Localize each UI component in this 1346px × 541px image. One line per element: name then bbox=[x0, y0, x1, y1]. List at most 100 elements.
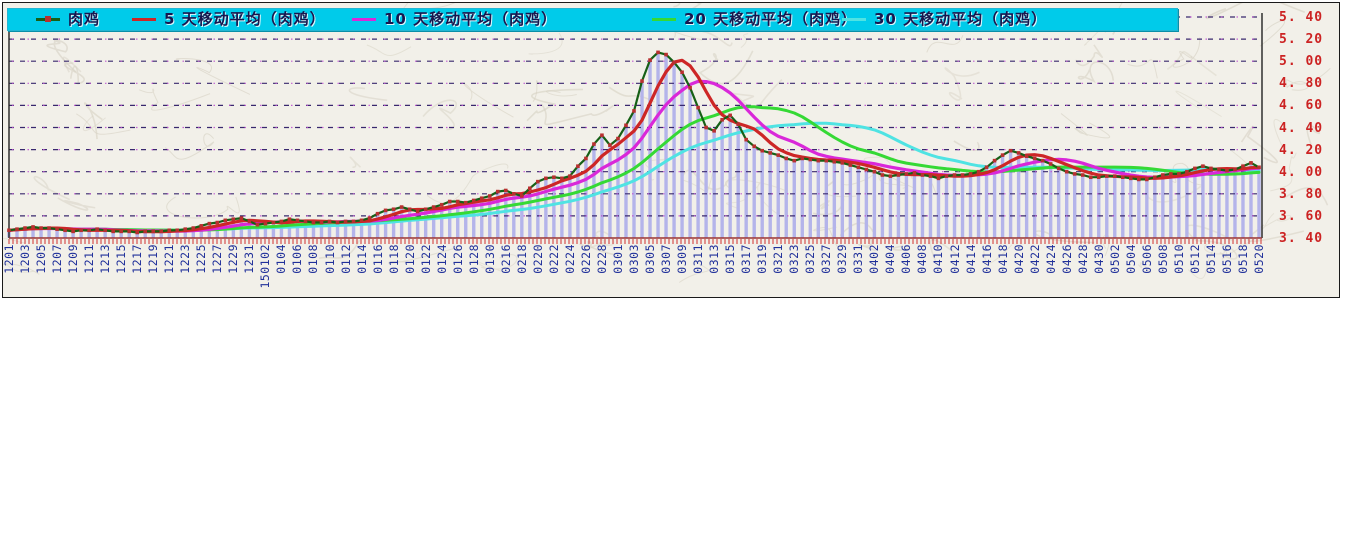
x-axis-label: 0124 bbox=[434, 244, 449, 274]
x-axis-label: 0430 bbox=[1091, 244, 1106, 274]
x-axis-label: 0414 bbox=[963, 244, 978, 274]
x-axis-label: 0329 bbox=[835, 244, 850, 274]
x-axis-label: 0516 bbox=[1219, 244, 1234, 274]
x-axis-label: 1209 bbox=[66, 244, 81, 274]
y-axis-label: 4. 20 bbox=[1279, 142, 1324, 158]
x-axis-label: 1207 bbox=[50, 244, 65, 274]
series-line-swatch-icon bbox=[352, 18, 376, 21]
x-axis-label: 1227 bbox=[210, 244, 225, 274]
x-axis-label: 0506 bbox=[1139, 244, 1154, 274]
x-axis-label: 0323 bbox=[787, 244, 802, 274]
x-axis-label: 0416 bbox=[979, 244, 994, 274]
x-axis-label: 0518 bbox=[1235, 244, 1250, 274]
x-axis-label: 1203 bbox=[18, 244, 33, 274]
legend-item-ma5[interactable]: 5 天移动平均（肉鸡） bbox=[132, 11, 326, 28]
y-axis-label: 5. 00 bbox=[1279, 54, 1324, 70]
x-axis-label: 0406 bbox=[899, 244, 914, 274]
chart-legend: 肉鸡 5 天移动平均（肉鸡） 10 天移动平均（肉鸡） 20 天移动平均（肉鸡） 30 … bbox=[7, 8, 1178, 31]
price-chart[interactable]: 肉鸡 5 天移动平均（肉鸡） 10 天移动平均（肉鸡） 20 天移动平均（肉鸡） 30 … bbox=[2, 2, 1340, 298]
x-axis-label: 0112 bbox=[338, 244, 353, 274]
x-axis-label: 0428 bbox=[1075, 244, 1090, 274]
x-axis-label: 0116 bbox=[370, 244, 385, 274]
legend-item-ma20[interactable]: 20 天移动平均（肉鸡） bbox=[652, 11, 857, 28]
x-axis-label: 0226 bbox=[578, 244, 593, 274]
x-axis-label: 150102 bbox=[258, 244, 273, 289]
x-axis-label: 0502 bbox=[1107, 244, 1122, 274]
x-axis-label: 0216 bbox=[498, 244, 513, 274]
x-axis-label: 0317 bbox=[739, 244, 754, 274]
x-axis-label: 0504 bbox=[1123, 244, 1138, 274]
y-axis-label: 4. 40 bbox=[1279, 120, 1324, 136]
y-axis-label: 3. 40 bbox=[1279, 231, 1324, 246]
y-axis-label: 3. 60 bbox=[1279, 208, 1324, 224]
x-axis-label: 1213 bbox=[98, 244, 113, 274]
y-axis-label: 5. 20 bbox=[1279, 32, 1324, 48]
x-axis-label: 1231 bbox=[242, 244, 257, 274]
x-axis-label: 0408 bbox=[915, 244, 930, 274]
x-axis-label: 0512 bbox=[1187, 244, 1202, 274]
x-axis-label: 1223 bbox=[178, 244, 193, 274]
legend-item-daily[interactable]: 肉鸡 bbox=[36, 11, 100, 28]
x-axis-label: 0321 bbox=[771, 244, 786, 274]
legend-label: 10 天移动平均（肉鸡） bbox=[384, 10, 558, 28]
x-axis-label: 0311 bbox=[691, 244, 706, 274]
daily-price-markers bbox=[7, 50, 1261, 235]
x-axis-label: 0508 bbox=[1155, 244, 1170, 274]
series-line-swatch-icon bbox=[842, 18, 866, 21]
x-axis-label: 0220 bbox=[530, 244, 545, 274]
x-axis-label: 0301 bbox=[610, 244, 625, 274]
x-axis-label: 0404 bbox=[883, 244, 898, 274]
x-axis-label: 1201 bbox=[2, 244, 16, 274]
legend-label: 20 天移动平均（肉鸡） bbox=[684, 10, 858, 28]
x-axis-label: 0402 bbox=[867, 244, 882, 274]
series-line-swatch-icon bbox=[652, 18, 676, 21]
x-axis-label: 0114 bbox=[354, 244, 369, 274]
price-drop-bars bbox=[7, 52, 1261, 238]
x-axis-label: 0426 bbox=[1059, 244, 1074, 274]
x-axis-label: 0331 bbox=[851, 244, 866, 274]
legend-label: 5 天移动平均（肉鸡） bbox=[164, 10, 326, 28]
x-axis-label: 0319 bbox=[755, 244, 770, 274]
series-marker-dot-icon bbox=[45, 16, 51, 22]
x-axis-label: 0410 bbox=[931, 244, 946, 274]
x-axis-label: 0228 bbox=[594, 244, 609, 274]
y-axis-label: 4. 00 bbox=[1279, 164, 1324, 180]
x-axis-label: 0412 bbox=[947, 244, 962, 274]
x-axis-label: 0128 bbox=[466, 244, 481, 274]
x-axis-label: 0104 bbox=[274, 244, 289, 274]
x-axis-label: 1225 bbox=[194, 244, 209, 274]
x-axis-label: 0510 bbox=[1171, 244, 1186, 274]
x-axis-label: 0224 bbox=[562, 244, 577, 274]
x-axis-label: 0305 bbox=[643, 244, 658, 274]
legend-item-ma10[interactable]: 10 天移动平均（肉鸡） bbox=[352, 11, 557, 28]
x-axis-label: 1221 bbox=[162, 244, 177, 274]
x-axis-label: 1229 bbox=[226, 244, 241, 274]
x-axis-label: 0106 bbox=[290, 244, 305, 274]
x-axis-label: 1219 bbox=[146, 244, 161, 274]
x-axis-label: 0520 bbox=[1252, 244, 1266, 274]
x-axis-label: 0218 bbox=[514, 244, 529, 274]
x-axis-label: 0122 bbox=[418, 244, 433, 274]
x-axis-label: 0424 bbox=[1043, 244, 1058, 274]
x-axis-label: 0313 bbox=[707, 244, 722, 274]
x-axis-label: 0307 bbox=[659, 244, 674, 274]
y-axis-label: 4. 80 bbox=[1279, 76, 1324, 92]
x-axis-label: 0315 bbox=[723, 244, 738, 274]
y-axis-label: 5. 40 bbox=[1279, 10, 1324, 25]
legend-item-ma30[interactable]: 30 天移动平均（肉鸡） bbox=[842, 11, 1047, 28]
x-axis-label: 0110 bbox=[322, 244, 337, 274]
x-axis-label: 0118 bbox=[386, 244, 401, 274]
x-axis-label: 0327 bbox=[819, 244, 834, 274]
legend-label: 肉鸡 bbox=[68, 10, 101, 28]
plot-area bbox=[3, 3, 1331, 283]
x-axis-label: 0309 bbox=[675, 244, 690, 274]
x-axis-label: 0303 bbox=[627, 244, 641, 274]
series-line-swatch-icon bbox=[132, 18, 156, 21]
x-axis-ticks bbox=[8, 239, 1262, 244]
series-line-ma5 bbox=[7, 58, 1261, 234]
x-axis-label: 1211 bbox=[82, 244, 97, 274]
x-axis-label: 0108 bbox=[306, 244, 321, 274]
x-axis-label: 0222 bbox=[546, 244, 561, 274]
x-axis-label: 0514 bbox=[1203, 244, 1218, 274]
